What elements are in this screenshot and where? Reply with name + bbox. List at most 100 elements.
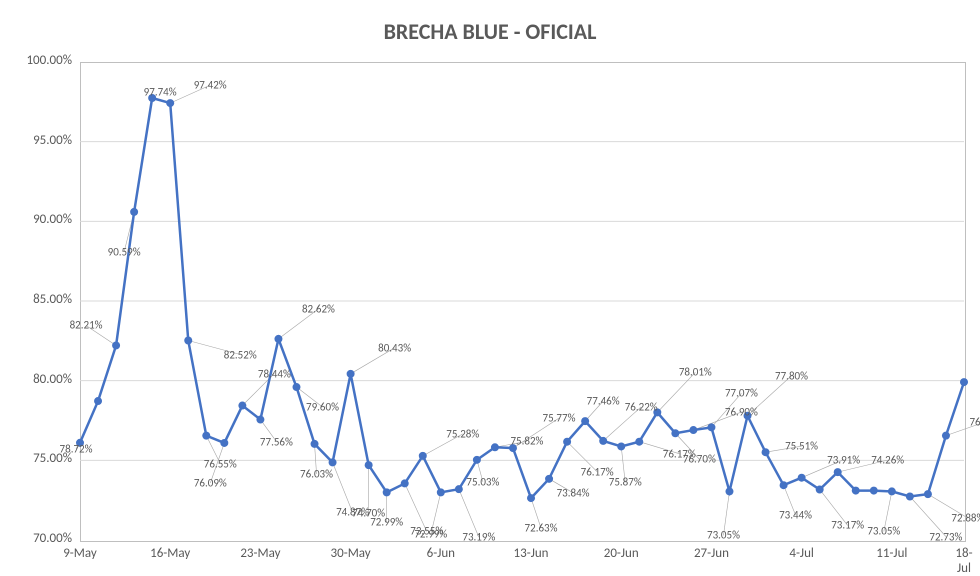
data-marker [419, 452, 427, 460]
data-label: 73.19% [462, 531, 495, 544]
data-label: 76.55% [204, 457, 237, 470]
x-axis-label: 9-May [63, 546, 97, 561]
data-marker [401, 479, 409, 487]
data-marker [870, 487, 878, 495]
data-label: 82.62% [302, 302, 335, 315]
data-label: 82.21% [70, 319, 103, 332]
x-axis-label: 16-May [150, 546, 190, 561]
data-label: 76.90% [725, 406, 758, 419]
data-label: 97.74% [144, 86, 177, 99]
data-marker [888, 487, 896, 495]
data-label: 73.84% [557, 486, 590, 499]
y-axis-label: 70.00% [0, 531, 72, 546]
data-marker [671, 429, 679, 437]
data-label: 77.56% [260, 435, 293, 448]
data-marker [347, 370, 355, 378]
data-label: 82.52% [224, 348, 257, 361]
data-marker [852, 487, 860, 495]
data-label: 72.99% [370, 516, 403, 529]
data-label: 74.26% [871, 454, 904, 467]
data-marker [707, 423, 715, 431]
x-axis-label: 4-Jul [789, 546, 814, 561]
data-marker [184, 337, 192, 345]
data-marker [834, 468, 842, 476]
data-label: 72.63% [525, 522, 558, 535]
data-label: 77.07% [725, 387, 758, 400]
data-marker [329, 458, 337, 466]
data-marker [455, 485, 463, 493]
data-label: 90.59% [108, 245, 141, 258]
data-marker [689, 426, 697, 434]
data-marker [238, 402, 246, 410]
x-axis-label: 27-Jun [694, 546, 729, 561]
data-marker [725, 487, 733, 495]
data-label: 76.09% [194, 476, 227, 489]
data-marker [816, 485, 824, 493]
data-marker [635, 438, 643, 446]
x-axis-label: 11-Jul [876, 546, 907, 561]
data-marker [527, 494, 535, 502]
data-label: 73.05% [867, 525, 900, 538]
y-axis-label: 95.00% [0, 133, 72, 148]
data-label: 77.80% [775, 369, 808, 382]
data-marker [437, 488, 445, 496]
x-axis-label: 13-Jun [514, 546, 549, 561]
data-marker [292, 383, 300, 391]
data-label: 78.01% [679, 366, 712, 379]
data-label: 76.55% [969, 415, 980, 428]
data-label: 72.99% [414, 528, 447, 541]
data-label: 72.88% [951, 512, 980, 525]
data-label: 80.43% [378, 341, 411, 354]
data-marker [581, 417, 589, 425]
data-marker [112, 341, 120, 349]
data-label: 73.05% [707, 529, 740, 542]
data-marker [130, 208, 138, 216]
data-marker [491, 443, 499, 451]
data-label: 72.73% [929, 530, 962, 543]
data-marker [599, 437, 607, 445]
data-label: 75.77% [542, 412, 575, 425]
data-label: 75.28% [446, 427, 479, 440]
data-marker [166, 99, 174, 107]
y-axis-label: 80.00% [0, 372, 72, 387]
data-marker [220, 439, 228, 447]
data-label: 78.44% [258, 367, 291, 380]
x-axis-label: 6-Jun [427, 546, 455, 561]
data-marker [256, 416, 264, 424]
data-marker [617, 442, 625, 450]
data-label: 75.87% [609, 476, 642, 489]
x-axis-label: 18-Jul [955, 546, 972, 576]
data-label: 79.60% [306, 401, 339, 414]
data-label: 75.51% [785, 440, 818, 453]
data-label: 97.42% [194, 79, 227, 92]
data-label: 76.03% [300, 467, 333, 480]
data-marker [924, 490, 932, 498]
x-axis-label: 23-May [240, 546, 280, 561]
data-marker [798, 474, 806, 482]
data-marker [960, 378, 968, 386]
data-label: 75.03% [466, 475, 499, 488]
data-label: 75.82% [510, 435, 543, 448]
data-label: 78.72% [60, 443, 93, 456]
data-marker [202, 432, 210, 440]
data-label: 73.17% [831, 519, 864, 532]
y-axis-label: 85.00% [0, 292, 72, 307]
y-axis-label: 90.00% [0, 212, 72, 227]
data-marker [780, 481, 788, 489]
x-axis-label: 20-Jun [604, 546, 639, 561]
data-label: 76.22% [625, 400, 658, 413]
data-marker [545, 475, 553, 483]
data-marker [383, 488, 391, 496]
data-marker [473, 456, 481, 464]
data-marker [311, 440, 319, 448]
data-marker [942, 432, 950, 440]
data-marker [365, 461, 373, 469]
data-label: 73.44% [779, 509, 812, 522]
data-marker [274, 335, 282, 343]
data-label: 76.70% [683, 453, 716, 466]
y-axis-label: 100.00% [0, 53, 72, 68]
x-axis-label: 30-May [331, 546, 371, 561]
data-marker [906, 493, 914, 501]
data-marker [563, 438, 571, 446]
data-label: 77.46% [587, 395, 620, 408]
